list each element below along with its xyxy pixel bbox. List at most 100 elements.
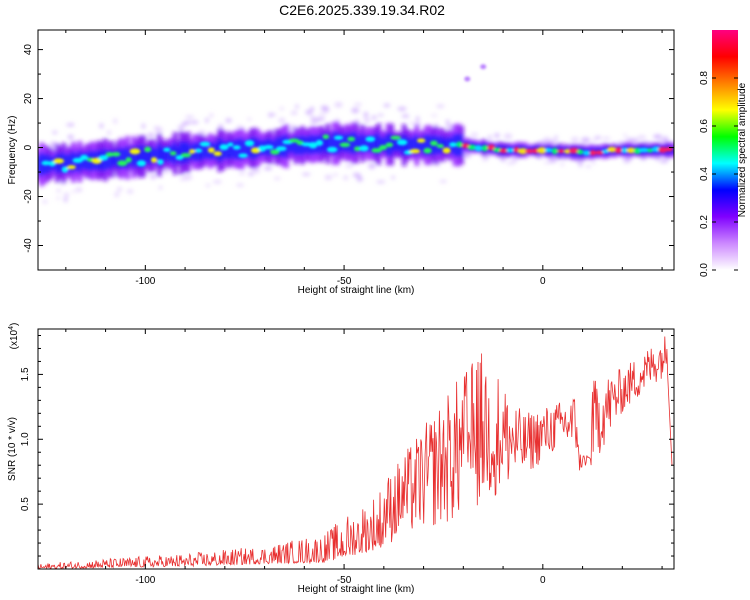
spectrum-blob bbox=[365, 136, 376, 142]
spectrum-speckle bbox=[295, 104, 299, 109]
spectrum-speckle bbox=[310, 119, 317, 124]
bottom-x-tick-label: -100 bbox=[135, 575, 155, 586]
spectrum-band-core bbox=[322, 136, 327, 152]
spectrum-speckle bbox=[351, 107, 360, 114]
spectrum-blob bbox=[474, 145, 483, 152]
spectrum-blob bbox=[227, 142, 234, 147]
spectrum-outlier bbox=[480, 64, 487, 70]
spectrum-speckle bbox=[397, 106, 407, 111]
colorbar-tick-label: 0.4 bbox=[699, 167, 710, 181]
spectrum-band-core bbox=[156, 143, 162, 167]
spectrum-band-core bbox=[185, 141, 190, 164]
spectrum-speckle bbox=[415, 116, 420, 123]
spectrum-band-core bbox=[245, 139, 251, 158]
spectrum-band-core bbox=[226, 139, 232, 160]
spectrum-band-core bbox=[274, 137, 279, 157]
spectrum-blob bbox=[80, 154, 89, 161]
spectrum-blob bbox=[129, 148, 141, 155]
spectrum-speckle bbox=[506, 161, 515, 165]
spectrum-blob bbox=[537, 147, 547, 154]
spectrum-speckle bbox=[209, 113, 214, 118]
spectrum-speckle bbox=[332, 173, 339, 176]
spectrum-speckle bbox=[291, 110, 298, 115]
spectrum-speckle bbox=[623, 134, 628, 137]
spectrum-blob bbox=[180, 152, 192, 158]
spectrum-speckle bbox=[99, 123, 104, 129]
bottom-y-scale-label: (x104) bbox=[8, 323, 20, 350]
spectrum-speckle bbox=[190, 120, 199, 124]
spectrum-speckle bbox=[238, 171, 245, 175]
spectrum-blob bbox=[322, 134, 330, 140]
spectrum-band-core bbox=[360, 133, 365, 154]
spectrum-blob bbox=[339, 142, 351, 148]
spectrum-speckle bbox=[630, 138, 639, 143]
spectrum-blob bbox=[238, 153, 248, 158]
snr-series-line bbox=[38, 336, 673, 569]
spectrum-band-core bbox=[175, 146, 181, 161]
spectrum-blob bbox=[524, 148, 535, 154]
spectrum-blob bbox=[430, 140, 438, 146]
spectrum-band-core bbox=[118, 147, 124, 170]
top-y-tick-label: 40 bbox=[23, 44, 34, 56]
spectrum-blob bbox=[467, 144, 477, 150]
colorbar-label: Normalized spectral amplitude bbox=[737, 82, 748, 217]
spectrum-speckle bbox=[205, 183, 211, 187]
spectrum-blob bbox=[657, 146, 668, 153]
top-x-axis-label: Height of straight line (km) bbox=[298, 285, 415, 296]
spectrum-speckle bbox=[368, 163, 376, 169]
spectrum-blob bbox=[61, 166, 69, 173]
spectrum-blob bbox=[219, 144, 229, 151]
spectrum-band-core bbox=[128, 150, 133, 165]
bottom-y-tick-label: 0.5 bbox=[20, 497, 31, 511]
spectrum-band-core bbox=[112, 151, 117, 166]
spectrum-blob bbox=[499, 148, 509, 154]
spectrum-band-core bbox=[427, 134, 432, 157]
spectrum-band-core bbox=[64, 154, 70, 171]
spectrum-band-core bbox=[379, 136, 384, 152]
colorbar-tick-label: 0.8 bbox=[699, 71, 710, 85]
spectrum-speckle bbox=[371, 115, 377, 120]
spectrum-blob bbox=[136, 160, 147, 167]
spectrum-blob bbox=[308, 142, 318, 149]
colorbar-tick-label: 0.0 bbox=[699, 263, 710, 277]
spectrum-speckle bbox=[273, 177, 281, 180]
spectrum-blob bbox=[105, 152, 114, 157]
spectrum-blob bbox=[589, 150, 597, 156]
spectrum-blob bbox=[390, 135, 402, 140]
spectrum-blob bbox=[270, 149, 280, 155]
spectrum-band-core bbox=[296, 136, 302, 155]
spectrum-speckle bbox=[183, 174, 193, 181]
spectrum-outlier bbox=[464, 76, 471, 82]
spectrum-blob bbox=[576, 149, 584, 155]
spectrum-speckle bbox=[470, 132, 479, 137]
spectrum-band-core bbox=[109, 149, 114, 170]
chart-title: C2E6.2025.339.19.34.R02 bbox=[279, 2, 445, 18]
top-y-ticks: -40 -20 0 20 40 bbox=[23, 44, 674, 271]
spectrum-blob bbox=[98, 155, 109, 161]
spectrum-speckle bbox=[278, 117, 286, 124]
spectrum-speckle bbox=[660, 159, 668, 164]
spectrum-speckle bbox=[158, 186, 163, 190]
spectrum-blob bbox=[213, 151, 222, 157]
spectrum-band-core bbox=[417, 137, 423, 153]
spectrum-band-core bbox=[404, 136, 410, 154]
spectrum-speckle bbox=[56, 188, 61, 193]
spectrum-band-core bbox=[443, 138, 448, 152]
spectrum-speckle bbox=[65, 123, 75, 127]
spectrum-speckle bbox=[56, 196, 61, 200]
spectrum-speckle bbox=[503, 133, 513, 140]
spectrum-blob bbox=[396, 139, 408, 146]
spectrum-speckle bbox=[586, 165, 591, 168]
spectrum-band-core bbox=[672, 145, 674, 155]
spectrum-blob bbox=[665, 146, 674, 152]
spectrum-speckle bbox=[363, 111, 369, 117]
spectrum-speckle bbox=[318, 112, 327, 116]
spectrum-speckle bbox=[352, 172, 361, 178]
spectrum-band-core bbox=[115, 148, 120, 169]
spectrum-blob bbox=[72, 157, 84, 163]
spectrum-speckle bbox=[488, 135, 492, 140]
spectrum-speckle bbox=[279, 107, 284, 110]
spectrum-speckle bbox=[67, 134, 74, 140]
spectrum-blob bbox=[41, 160, 51, 166]
spectrum-band-core bbox=[287, 138, 292, 154]
